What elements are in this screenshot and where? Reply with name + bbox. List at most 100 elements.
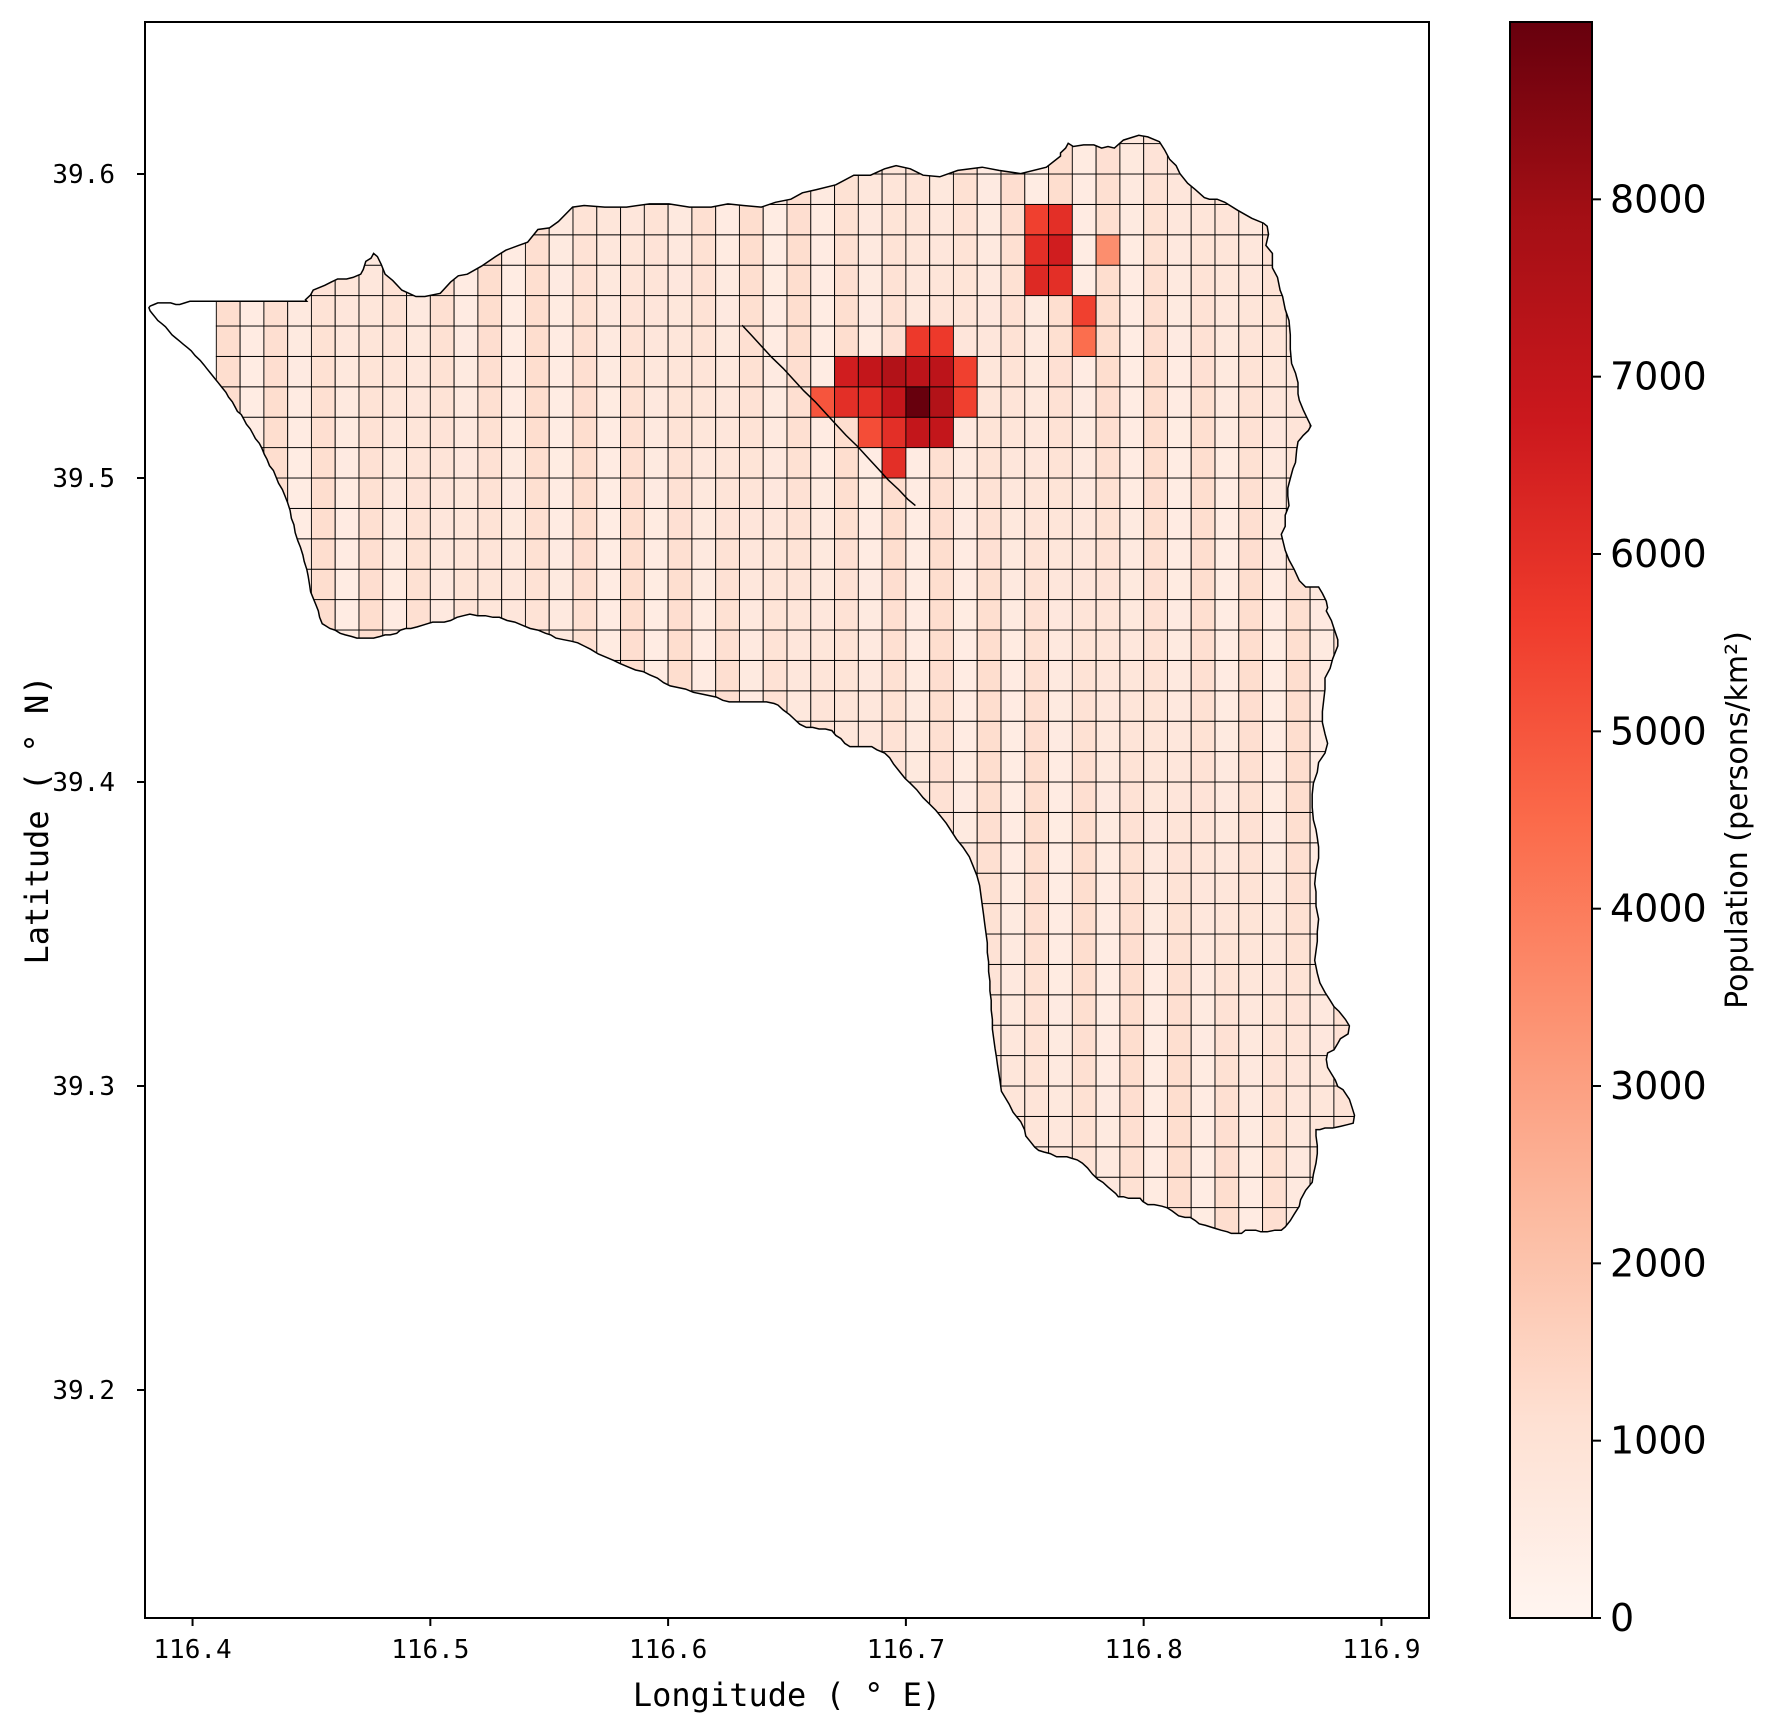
grid-cell [1166,507,1192,540]
grid-cell [905,690,931,722]
grid-cell [1143,507,1168,540]
grid-cell [239,355,265,388]
grid-cell [857,538,883,570]
colorbar-tick-label: 2000 [1610,1241,1707,1285]
grid-cell [905,264,931,297]
grid-cell [1024,234,1050,266]
grid-cell [1095,751,1121,783]
grid-cell [620,507,645,540]
grid-cell [406,507,431,540]
grid-cell [1190,781,1216,813]
grid-cell [1262,933,1287,965]
x-axis-title: Longitude ( ° E) [633,1676,941,1714]
grid-cell [1119,1024,1145,1057]
grid-cell [620,325,645,357]
grid-cell [1285,659,1311,692]
grid-cell [1190,355,1216,388]
grid-cell [1214,811,1240,844]
grid-cell [1190,599,1216,631]
grid-cell [1285,903,1311,935]
colorbar-title: Population (persons/km²) [1720,631,1755,1009]
grid-cell [643,234,669,266]
grid-cell [1190,386,1216,418]
grid-cell [429,295,455,327]
grid-cell [620,447,645,479]
grid-cell [738,599,764,631]
grid-cell [786,659,812,692]
grid-cell [572,264,598,297]
grid-cell [976,447,1002,479]
grid-cell [881,416,907,449]
grid-cell [1262,720,1287,753]
grid-cell [715,416,740,449]
grid-cell [572,507,598,540]
colorbar-tick-label: 8000 [1610,177,1707,221]
grid-cell [1095,690,1121,722]
grid-cell [1095,416,1121,449]
grid-cell [952,811,978,844]
grid-cell [786,568,812,601]
grid-cell [1166,477,1192,509]
grid-cell [1048,629,1073,661]
grid-cell [857,325,883,357]
grid-cell [1285,1146,1311,1178]
grid-cell [1119,173,1145,205]
grid-cell [1024,811,1050,844]
grid-cell [976,781,1002,813]
grid-cell [1048,842,1073,874]
grid-cell [1166,781,1192,813]
grid-cell [786,355,812,388]
grid-cell [1143,477,1168,509]
grid-cell [715,538,740,570]
grid-cell [857,629,883,661]
grid-cell [572,599,598,631]
grid-cell [1166,903,1192,935]
grid-cell [881,599,907,631]
grid-cell [905,173,931,205]
grid-cell [1048,659,1073,692]
grid-cell [1071,720,1097,753]
grid-cell [810,659,836,692]
grid-cell [1000,903,1026,935]
grid-cell [810,599,836,631]
grid-cell [667,386,693,418]
grid-cell [738,507,764,540]
grid-cell [976,811,1002,844]
grid-cell [1119,203,1145,236]
grid-cell [1143,751,1168,783]
grid-cell [691,447,717,479]
grid-cell [1048,416,1073,449]
grid-cell [738,355,764,388]
grid-cell [738,264,764,297]
grid-cell [596,203,622,236]
grid-cell [691,234,717,266]
grid-cell [1214,690,1240,722]
grid-cell [691,599,717,631]
grid-cell [929,173,954,205]
grid-cell [643,538,669,570]
grid-cell [1190,203,1216,236]
grid-cell [1238,1055,1264,1087]
grid-cell [952,447,978,479]
grid-cell [501,416,526,449]
grid-cell [1024,1085,1050,1117]
grid-cell [429,568,455,601]
grid-cell [834,203,859,236]
grid-cell [1214,1176,1240,1209]
colorbar-ticks: 0 1000 2000 3000 4000 5000 6000 7000 8000 [1592,177,1707,1640]
grid-cell [1190,751,1216,783]
y-tick-label: 39.5 [52,464,115,494]
grid-cell [620,234,645,266]
grid-cell [976,203,1002,236]
grid-cell [1166,872,1192,905]
grid-cell [310,325,336,357]
grid-cell [834,507,859,540]
grid-cell [1238,538,1264,570]
grid-cell [1166,933,1192,965]
grid-cell [1214,1055,1240,1087]
grid-cell [1024,751,1050,783]
grid-cell [929,538,954,570]
grid-cell [1238,416,1264,449]
y-tick-label: 39.2 [52,1376,115,1406]
grid-cell [905,538,931,570]
